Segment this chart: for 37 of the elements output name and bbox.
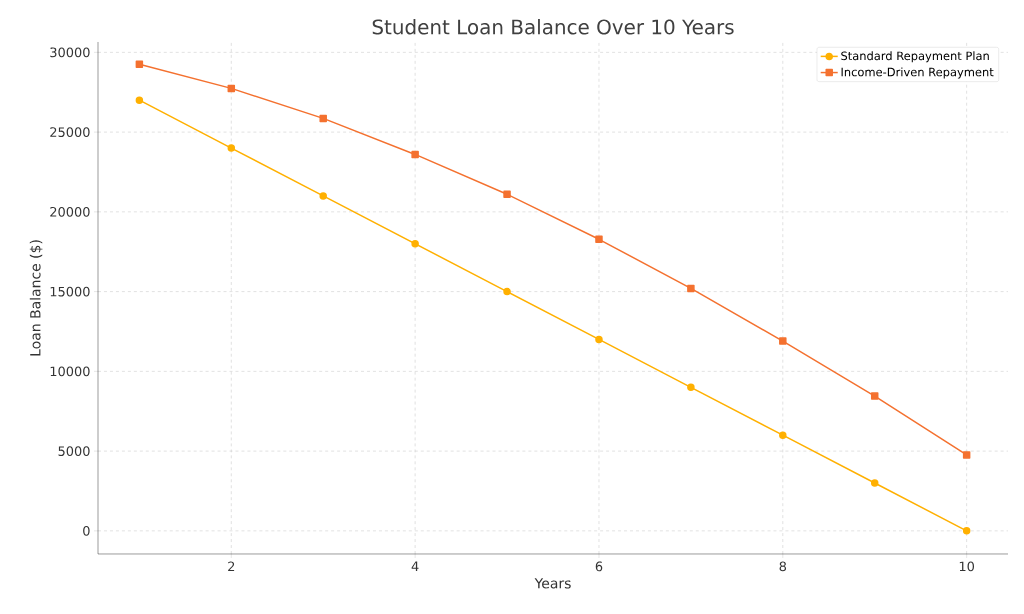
point (779, 337, 787, 345)
point (503, 287, 511, 296)
point (962, 527, 971, 535)
point (595, 335, 603, 344)
point (227, 144, 236, 152)
chart-title: Student Loan Balance Over 10 Years (372, 19, 734, 35)
point (870, 479, 879, 487)
y-axis-title: Loan Balance ($) (29, 240, 43, 356)
point (227, 84, 236, 93)
x-axis-title: Years (534, 578, 571, 589)
y-tick-label: 0 (83, 525, 90, 536)
point (411, 240, 419, 248)
x-tick-label: 2 (228, 561, 235, 572)
point (687, 284, 695, 293)
point (135, 60, 144, 69)
point (503, 190, 511, 199)
point (962, 451, 971, 459)
y-tick-label: 25000 (50, 127, 90, 137)
point (870, 392, 879, 400)
point (779, 431, 787, 439)
point (595, 235, 603, 244)
y-tick-label: 20000 (50, 206, 90, 217)
point (319, 114, 327, 123)
y-tick-label: 30000 (50, 47, 90, 58)
x-tick-label: 8 (779, 561, 787, 572)
point (687, 383, 695, 392)
x-tick-label: 6 (595, 561, 603, 572)
legend-label: Income-Driven Repayment (841, 67, 994, 79)
y-tick-label: 15000 (50, 286, 90, 297)
legend-label: Standard Repayment Plan (841, 51, 989, 63)
point (319, 192, 327, 200)
point (135, 96, 144, 104)
x-tick-label: 4 (411, 561, 419, 571)
y-tick-label: 5000 (58, 446, 90, 457)
point (411, 150, 419, 159)
y-tick-label: 10000 (50, 366, 90, 377)
x-tick-label: 10 (959, 561, 975, 572)
